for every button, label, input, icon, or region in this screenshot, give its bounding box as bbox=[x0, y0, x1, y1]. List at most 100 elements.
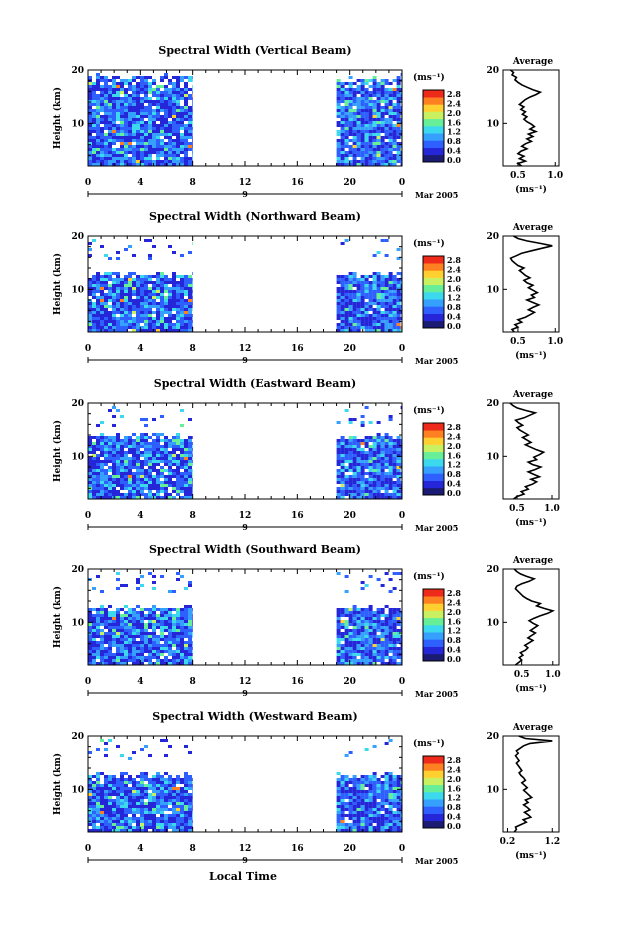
colorbar-swatch bbox=[423, 625, 444, 633]
colorbar-swatch bbox=[423, 451, 444, 460]
colorbar-swatch bbox=[423, 90, 444, 98]
colorbar-swatch bbox=[423, 639, 444, 647]
x-tick-label: 16 bbox=[291, 178, 304, 188]
x-tick-label: 20 bbox=[343, 344, 356, 354]
avg-x-tick-label: 1.0 bbox=[547, 337, 563, 347]
panel-title: Spectral Width (Vertical Beam) bbox=[158, 44, 351, 57]
average-title: Average bbox=[512, 57, 553, 67]
panel-4: Spectral Width (Southward Beam) 20 10 Heigh… bbox=[52, 543, 561, 699]
avg-y-tick-label: 20 bbox=[486, 232, 499, 242]
colorbar-frame bbox=[422, 422, 445, 496]
avg-x-tick-label: 0.5 bbox=[509, 504, 525, 514]
colorbar-swatch bbox=[423, 263, 444, 271]
x-tick-label: 8 bbox=[190, 511, 196, 521]
colorbar-swatch bbox=[423, 459, 444, 467]
y-axis-label: Height (km) bbox=[52, 586, 63, 648]
colorbar-tick-label: 1.6 bbox=[447, 283, 461, 293]
colorbar-swatch bbox=[423, 617, 444, 626]
colorbar-tick-label: 1.2 bbox=[447, 626, 461, 636]
y-axis-label: Height (km) bbox=[52, 87, 63, 149]
avg-x-axis-label: (ms⁻¹) bbox=[515, 184, 547, 195]
x-tick-label: 0 bbox=[399, 844, 405, 854]
y-tick-label: 10 bbox=[71, 618, 84, 628]
x-tick-label: 4 bbox=[137, 178, 143, 188]
colorbar-tick-label: 0.8 bbox=[447, 302, 461, 312]
x-tick-label: 0 bbox=[85, 844, 91, 854]
colorbar-swatch bbox=[423, 763, 444, 771]
colorbar-tick-label: 0.0 bbox=[447, 654, 461, 664]
colorbar-swatch bbox=[423, 277, 444, 286]
avg-x-axis-label: (ms⁻¹) bbox=[515, 850, 547, 861]
colorbar-tick-label: 1.6 bbox=[447, 616, 461, 626]
colorbar-tick-label: 2.0 bbox=[447, 774, 461, 784]
panel-2: Spectral Width (Northward Beam) 20 10 Heigh… bbox=[52, 210, 563, 366]
x-tick-label: 16 bbox=[291, 344, 304, 354]
heatmap-cells bbox=[88, 406, 402, 499]
avg-y-tick-label: 10 bbox=[486, 785, 499, 795]
avg-y-tick-label: 10 bbox=[486, 285, 499, 295]
x-tick-label: 12 bbox=[239, 344, 252, 354]
x-tick-label: 16 bbox=[291, 677, 304, 687]
date-label: Mar 2005 bbox=[415, 856, 458, 866]
colorbar-tick-label: 2.0 bbox=[447, 607, 461, 617]
x-tick-label: 4 bbox=[137, 344, 143, 354]
colorbar-unit: (ms⁻¹) bbox=[413, 72, 445, 83]
colorbar-swatch bbox=[423, 299, 444, 307]
day-marker: 9 bbox=[242, 855, 248, 865]
y-tick-label: 20 bbox=[71, 66, 84, 76]
x-tick-label: 0 bbox=[399, 178, 405, 188]
avg-y-tick-label: 20 bbox=[486, 565, 499, 575]
panel-5: Spectral Width (Westward Beam) 20 10 Height… bbox=[52, 710, 560, 866]
colorbar-swatch bbox=[423, 256, 444, 264]
colorbar-swatch bbox=[423, 320, 444, 329]
avg-x-tick-label: 0.5 bbox=[510, 337, 526, 347]
colorbar-tick-label: 0.8 bbox=[447, 635, 461, 645]
colorbar-tick-label: 2.0 bbox=[447, 441, 461, 451]
average-frame bbox=[502, 69, 560, 167]
x-tick-label: 0 bbox=[399, 677, 405, 687]
x-tick-label: 8 bbox=[190, 677, 196, 687]
panel-1: Spectral Width (Vertical Beam) 20 10 Height… bbox=[52, 44, 563, 200]
colorbar-tick-label: 2.4 bbox=[447, 431, 461, 441]
x-tick-label: 8 bbox=[190, 844, 196, 854]
avg-y-tick-label: 10 bbox=[486, 452, 499, 462]
x-tick-label: 20 bbox=[343, 677, 356, 687]
colorbar-swatch bbox=[423, 111, 444, 120]
colorbar-tick-label: 0.8 bbox=[447, 469, 461, 479]
colorbar-tick-label: 2.4 bbox=[447, 597, 461, 607]
average-frame bbox=[502, 235, 560, 333]
colorbar-swatch bbox=[423, 466, 444, 474]
colorbar-swatch bbox=[423, 632, 444, 640]
colorbar-swatch bbox=[423, 284, 444, 293]
colorbar-swatch bbox=[423, 118, 444, 127]
heatmap-cells bbox=[88, 73, 402, 166]
average-title: Average bbox=[512, 556, 553, 566]
colorbar-tick-label: 2.8 bbox=[447, 422, 461, 432]
colorbar-unit: (ms⁻¹) bbox=[413, 405, 445, 416]
y-tick-label: 10 bbox=[71, 119, 84, 129]
colorbar-tick-label: 1.2 bbox=[447, 293, 461, 303]
colorbar-swatch bbox=[423, 756, 444, 764]
day-marker: 9 bbox=[242, 189, 248, 199]
x-tick-label: 20 bbox=[343, 511, 356, 521]
colorbar-swatch bbox=[423, 104, 444, 112]
colorbar-swatch bbox=[423, 154, 444, 163]
day-marker: 9 bbox=[242, 355, 248, 365]
x-tick-label: 12 bbox=[239, 677, 252, 687]
x-tick-label: 4 bbox=[137, 677, 143, 687]
colorbar-tick-label: 2.8 bbox=[447, 588, 461, 598]
date-label: Mar 2005 bbox=[415, 356, 458, 366]
average-frame bbox=[502, 735, 560, 833]
colorbar-swatch bbox=[423, 430, 444, 438]
x-tick-label: 8 bbox=[190, 178, 196, 188]
x-tick-label: 12 bbox=[239, 511, 252, 521]
y-tick-label: 10 bbox=[71, 285, 84, 295]
average-profile-line bbox=[513, 735, 553, 833]
colorbar-frame bbox=[422, 755, 445, 829]
colorbar-swatch bbox=[423, 770, 444, 778]
y-axis-label: Height (km) bbox=[52, 420, 63, 482]
avg-x-tick-label: 0.2 bbox=[500, 837, 516, 847]
colorbar-tick-label: 0.4 bbox=[447, 146, 461, 156]
colorbar-tick-label: 0.4 bbox=[447, 645, 461, 655]
colorbar-swatch bbox=[423, 799, 444, 807]
